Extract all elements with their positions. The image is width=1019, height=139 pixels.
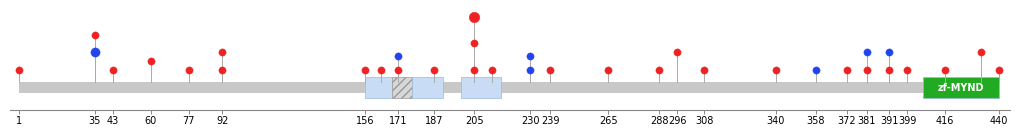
Point — [695, 69, 711, 71]
Point — [372, 69, 388, 71]
Point — [390, 55, 407, 57]
Point — [599, 69, 615, 71]
Point — [426, 69, 442, 71]
Point — [541, 69, 557, 71]
Point — [522, 55, 538, 57]
Point — [214, 69, 230, 71]
Point — [807, 69, 823, 71]
Point — [180, 69, 197, 71]
Point — [989, 69, 1006, 71]
Point — [105, 69, 121, 71]
Point — [87, 51, 103, 53]
Point — [466, 42, 482, 44]
Bar — [391, 77, 412, 98]
Point — [522, 69, 538, 71]
Bar — [461, 77, 500, 98]
Point — [766, 69, 783, 71]
Point — [936, 69, 953, 71]
Point — [651, 69, 667, 71]
Point — [858, 51, 874, 53]
Point — [880, 51, 897, 53]
Point — [143, 60, 159, 62]
Point — [87, 33, 103, 36]
Point — [972, 51, 988, 53]
Point — [668, 51, 685, 53]
Bar — [365, 77, 391, 98]
Text: zf-MYND: zf-MYND — [936, 83, 983, 92]
Point — [880, 69, 897, 71]
Point — [11, 69, 28, 71]
Point — [466, 69, 482, 71]
Bar — [412, 77, 442, 98]
Point — [838, 69, 854, 71]
Point — [357, 69, 373, 71]
Point — [898, 69, 914, 71]
Bar — [922, 77, 998, 98]
Point — [214, 51, 230, 53]
Point — [858, 69, 874, 71]
Bar — [19, 82, 998, 93]
Point — [483, 69, 499, 71]
Point — [390, 69, 407, 71]
Point — [466, 16, 482, 18]
